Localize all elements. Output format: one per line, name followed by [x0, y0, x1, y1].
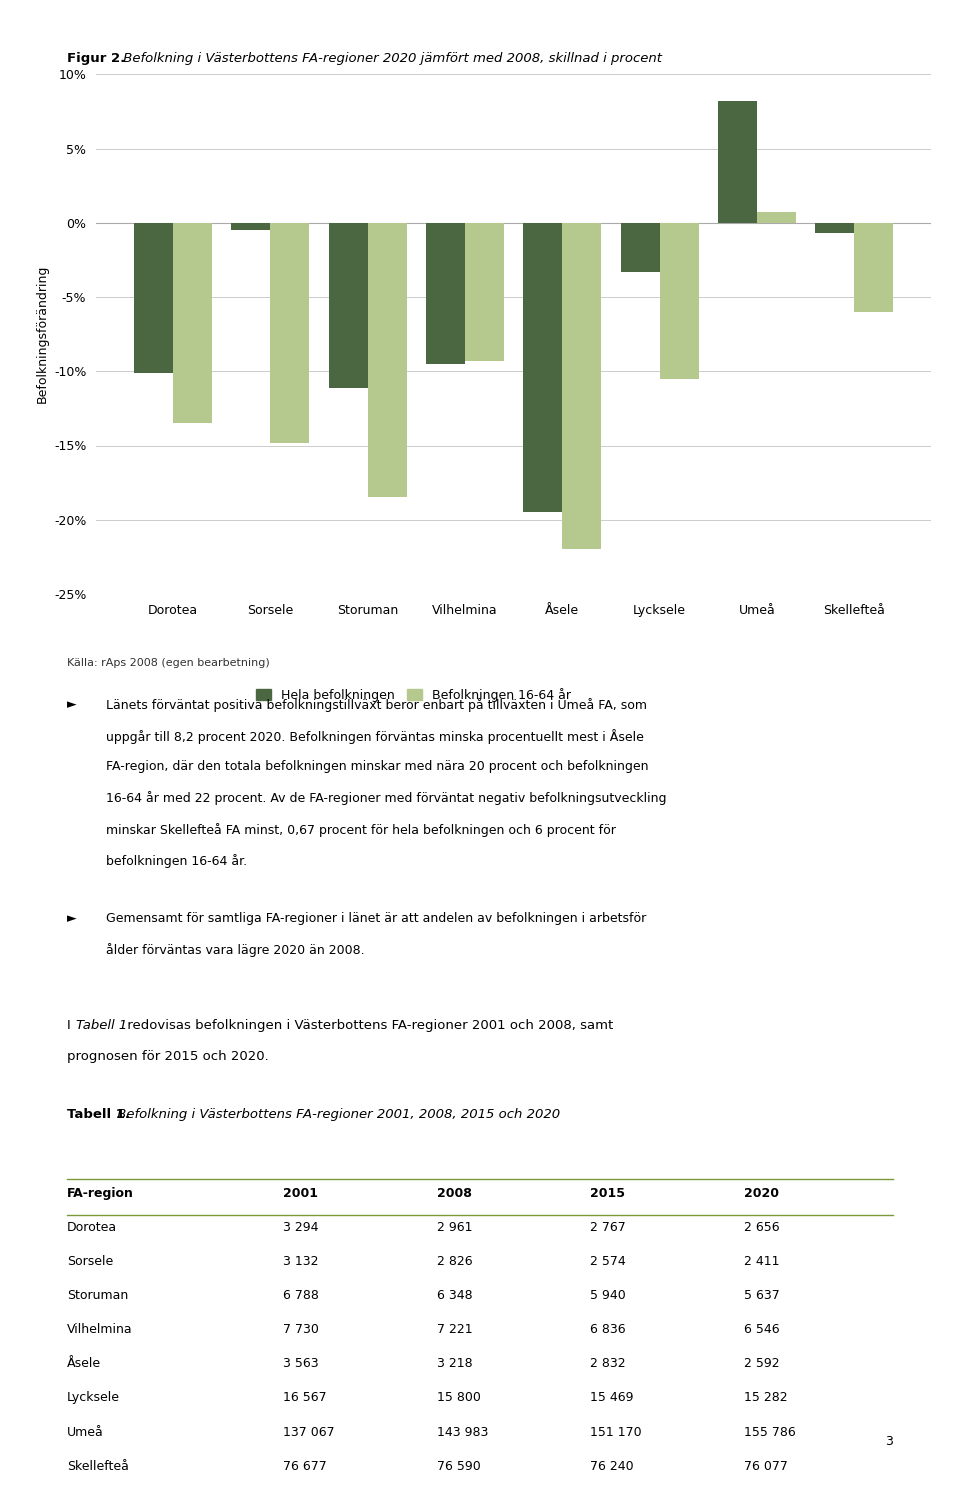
Bar [621, 223, 660, 272]
Text: 3 218: 3 218 [437, 1357, 472, 1371]
Text: minskar Skellefteå FA minst, 0,67 procent för hela befolkningen och 6 procent fö: minskar Skellefteå FA minst, 0,67 procen… [106, 823, 615, 836]
Bar [756, 212, 796, 223]
Text: Källa: rAps 2008 (egen bearbetning): Källa: rAps 2008 (egen bearbetning) [67, 658, 270, 668]
Text: Tabell 1.: Tabell 1. [67, 1108, 131, 1121]
Bar [523, 223, 563, 512]
Text: 3 294: 3 294 [283, 1221, 319, 1234]
Text: 3: 3 [885, 1435, 893, 1448]
Text: 7 221: 7 221 [437, 1323, 472, 1336]
Bar [660, 223, 699, 379]
Text: 151 170: 151 170 [590, 1426, 642, 1439]
Text: 2 592: 2 592 [744, 1357, 780, 1371]
Text: 6 348: 6 348 [437, 1289, 472, 1302]
Text: 155 786: 155 786 [744, 1426, 796, 1439]
Text: 3 132: 3 132 [283, 1255, 319, 1268]
Bar [563, 223, 601, 549]
Text: 2 411: 2 411 [744, 1255, 780, 1268]
Text: 16-64 år med 22 procent. Av de FA-regioner med förväntat negativ befolkningsutve: 16-64 år med 22 procent. Av de FA-region… [106, 792, 666, 805]
Text: 76 590: 76 590 [437, 1460, 481, 1473]
Text: ålder förväntas vara lägre 2020 än 2008.: ålder förväntas vara lägre 2020 än 2008. [106, 943, 364, 956]
Text: prognosen för 2015 och 2020.: prognosen för 2015 och 2020. [67, 1050, 269, 1063]
Bar [134, 223, 173, 373]
Text: FA-region, där den totala befolkningen minskar med nära 20 procent och befolknin: FA-region, där den totala befolkningen m… [106, 760, 648, 774]
Text: 2 767: 2 767 [590, 1221, 626, 1234]
Text: 137 067: 137 067 [283, 1426, 335, 1439]
Text: befolkningen 16-64 år.: befolkningen 16-64 år. [106, 854, 247, 867]
Text: 2 961: 2 961 [437, 1221, 472, 1234]
Text: 76 240: 76 240 [590, 1460, 634, 1473]
Text: redovisas befolkningen i Västerbottens FA-regioner 2001 och 2008, samt: redovisas befolkningen i Västerbottens F… [123, 1019, 613, 1032]
Text: 6 836: 6 836 [590, 1323, 626, 1336]
Text: 76 677: 76 677 [283, 1460, 327, 1473]
Text: 2 826: 2 826 [437, 1255, 472, 1268]
Bar [854, 223, 893, 312]
Text: 76 077: 76 077 [744, 1460, 788, 1473]
Bar [718, 101, 756, 223]
Text: 15 469: 15 469 [590, 1391, 634, 1405]
Text: Sorsele: Sorsele [67, 1255, 113, 1268]
Text: 15 800: 15 800 [437, 1391, 481, 1405]
Text: 2 832: 2 832 [590, 1357, 626, 1371]
Text: 2008: 2008 [437, 1187, 471, 1200]
Bar [231, 223, 271, 230]
Text: 16 567: 16 567 [283, 1391, 326, 1405]
Text: uppgår till 8,2 procent 2020. Befolkningen förväntas minska procentuellt mest i : uppgår till 8,2 procent 2020. Befolkning… [106, 729, 643, 744]
Text: Länets förväntat positiva befolkningstillväxt beror enbart på tillväxten i Umeå : Länets förväntat positiva befolkningstil… [106, 698, 647, 711]
Bar [815, 223, 854, 233]
Text: 2015: 2015 [590, 1187, 625, 1200]
Text: ►: ► [67, 912, 77, 925]
Text: Åsele: Åsele [67, 1357, 102, 1371]
Text: Storuman: Storuman [67, 1289, 129, 1302]
Text: 15 282: 15 282 [744, 1391, 787, 1405]
Bar [271, 223, 309, 443]
Bar [368, 223, 406, 497]
Text: FA-region: FA-region [67, 1187, 134, 1200]
Text: 6 788: 6 788 [283, 1289, 319, 1302]
Text: 2001: 2001 [283, 1187, 318, 1200]
Text: Tabell 1: Tabell 1 [76, 1019, 127, 1032]
Bar [328, 223, 368, 388]
Text: 5 940: 5 940 [590, 1289, 626, 1302]
Text: Umeå: Umeå [67, 1426, 104, 1439]
Y-axis label: Befolkningsförändring: Befolkningsförändring [36, 264, 48, 404]
Text: Vilhelmina: Vilhelmina [67, 1323, 132, 1336]
Bar [465, 223, 504, 361]
Bar [426, 223, 465, 364]
Text: 6 546: 6 546 [744, 1323, 780, 1336]
Text: I: I [67, 1019, 75, 1032]
Text: 2 656: 2 656 [744, 1221, 780, 1234]
Text: ►: ► [67, 698, 77, 711]
Legend: Hela befolkningen, Befolkningen 16-64 år: Hela befolkningen, Befolkningen 16-64 år [255, 688, 571, 702]
Bar [173, 223, 212, 423]
Text: Dorotea: Dorotea [67, 1221, 117, 1234]
Text: Befolkning i Västerbottens FA-regioner 2020 jämfört med 2008, skillnad i procent: Befolkning i Västerbottens FA-regioner 2… [119, 52, 662, 65]
Text: Lycksele: Lycksele [67, 1391, 120, 1405]
Text: 2020: 2020 [744, 1187, 779, 1200]
Text: 5 637: 5 637 [744, 1289, 780, 1302]
Text: Befolkning i Västerbottens FA-regioner 2001, 2008, 2015 och 2020: Befolkning i Västerbottens FA-regioner 2… [113, 1108, 561, 1121]
Text: Figur 2.: Figur 2. [67, 52, 126, 65]
Text: Skellefteå: Skellefteå [67, 1460, 129, 1473]
Text: Gemensamt för samtliga FA-regioner i länet är att andelen av befolkningen i arbe: Gemensamt för samtliga FA-regioner i län… [106, 912, 646, 925]
Text: 2 574: 2 574 [590, 1255, 626, 1268]
Text: 7 730: 7 730 [283, 1323, 319, 1336]
Text: 143 983: 143 983 [437, 1426, 489, 1439]
Text: 3 563: 3 563 [283, 1357, 319, 1371]
